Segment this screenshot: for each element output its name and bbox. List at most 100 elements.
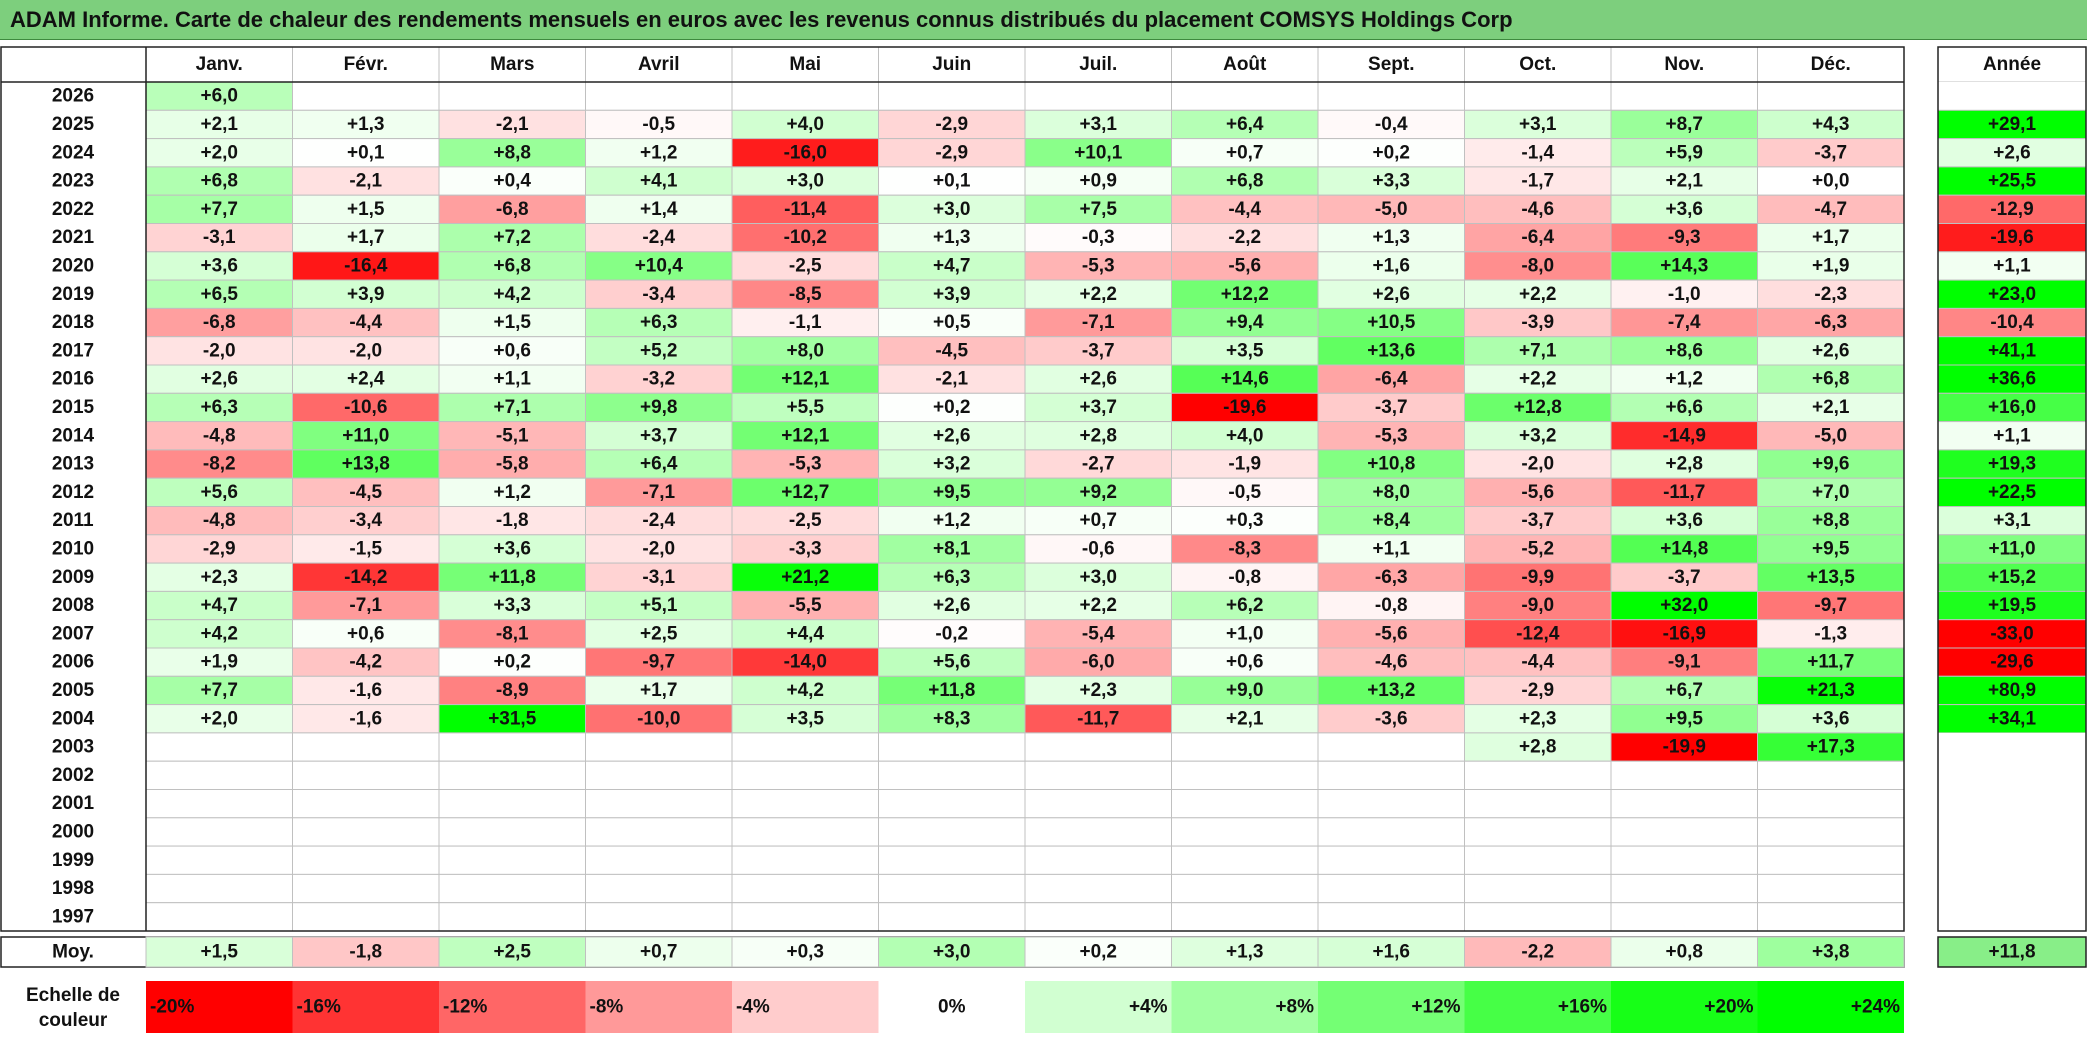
row-year-label: 2017 [52,340,94,361]
annual-value: -33,0 [1990,623,2033,644]
cell-value: -2,0 [642,538,675,559]
cell-value: +2,6 [200,369,238,390]
heatmap-cell [1464,760,1612,791]
month-header: Avril [638,54,680,75]
scale-swatch [732,981,879,1033]
cell-value: -7,1 [1082,312,1115,333]
heatmap-cell [731,421,879,451]
heatmap-cell [731,138,879,168]
cell-value: +6,3 [933,567,971,588]
cell-value: -2,4 [642,510,675,531]
cell-value: +0,2 [933,397,971,418]
heatmap-cell [1317,817,1465,847]
cell-value: -5,4 [1082,623,1115,644]
header-cell [1757,46,1905,83]
cell-value: +2,6 [933,425,971,446]
heatmap-cell [1464,166,1612,196]
heatmap-cell [731,817,879,847]
heatmap-cell [438,817,586,847]
cell-value: +21,3 [1807,680,1855,701]
heatmap-cell [731,364,879,394]
cell-value: -14,9 [1663,425,1706,446]
cell-value: +13,5 [1807,567,1856,588]
cell-value: +4,7 [200,595,238,616]
cell-value: +6,8 [493,255,531,276]
cell-value: -6,4 [1375,369,1408,390]
average-cell [1464,936,1612,968]
heatmap-cell [1171,138,1319,168]
heatmap-cell [1317,873,1465,904]
heatmap-cell [1610,392,1758,423]
heatmap-cell [878,817,1026,847]
heatmap-cell [292,902,440,932]
heatmap-cell [1024,675,1172,706]
cell-value: -5,3 [1375,425,1408,446]
row-year-label: 2024 [52,142,95,163]
heatmap-cell [1464,194,1612,224]
cell-value: +3,6 [200,255,238,276]
cell-value: +9,8 [640,397,678,418]
heatmap-cell [1757,590,1905,621]
average-cell [1757,936,1905,968]
cell-value: +2,1 [1812,397,1850,418]
cell-value: -5,3 [789,454,822,475]
cell-value: -3,7 [1814,142,1847,163]
cell-value: +7,5 [1079,199,1117,220]
heatmap-cell [1464,307,1612,338]
heatmap-cell [1757,392,1905,423]
cell-value: +8,1 [933,538,971,559]
cell-value: -5,6 [1375,623,1408,644]
heatmap-cell [1757,138,1905,168]
heatmap-cell [1464,817,1612,847]
header-cell [1610,46,1758,83]
heatmap-cell [1757,760,1905,791]
cell-value: +8,3 [933,708,971,729]
cell-value: +1,5 [347,199,385,220]
cell-value: +0,1 [933,171,971,192]
heatmap-cell [585,590,733,621]
annual-value: -10,4 [1990,312,2034,333]
cell-value: +12,2 [1221,284,1269,305]
heatmap-cell [1464,138,1612,168]
heatmap-cell [1024,562,1172,592]
annual-cell [1938,789,2086,818]
cell-value: +9,5 [1812,538,1850,559]
row-year-label: 2009 [52,567,94,588]
heatmap-cell [1610,364,1758,394]
heatmap-cell [731,392,879,423]
row-year-label: 2025 [52,114,95,135]
heatmap-cell [1757,279,1905,309]
heatmap-cell [1464,562,1612,592]
cell-value: +2,6 [1372,284,1410,305]
cell-value: +11,8 [489,567,536,588]
heatmap-cell [1024,760,1172,791]
cell-value: +31,5 [488,708,537,729]
heatmap-cell [1317,194,1465,224]
cell-value: -2,0 [1521,454,1554,475]
cell-value: +3,7 [1079,397,1117,418]
cell-value: +0,2 [1372,142,1410,163]
annual-value: -29,6 [1990,652,2033,673]
cell-value: +32,0 [1660,595,1708,616]
heatmap-cell [145,166,293,196]
cell-value: +10,4 [635,255,684,276]
scale-swatch [1464,981,1611,1033]
annual-cell [1937,619,2087,649]
cell-value: -2,9 [203,538,236,559]
heatmap-cell [1757,647,1905,677]
cell-value: -8,2 [203,454,236,475]
cell-value: +2,6 [1079,369,1117,390]
cell-value: +4,1 [640,171,678,192]
heatmap-cell [1610,477,1758,508]
cell-value: +1,2 [1665,369,1703,390]
heatmap-cell [1464,364,1612,394]
heatmap-cell [731,336,879,366]
scale-value: +4% [1129,997,1168,1018]
cell-value: -16,4 [344,255,388,276]
cell-value: +7,7 [200,680,238,701]
cell-value: +3,0 [786,171,824,192]
heatmap-cell [1464,873,1612,904]
heatmap-cell [878,902,1026,932]
heatmap-cell [878,534,1026,564]
row-year-label: 2006 [52,652,94,673]
